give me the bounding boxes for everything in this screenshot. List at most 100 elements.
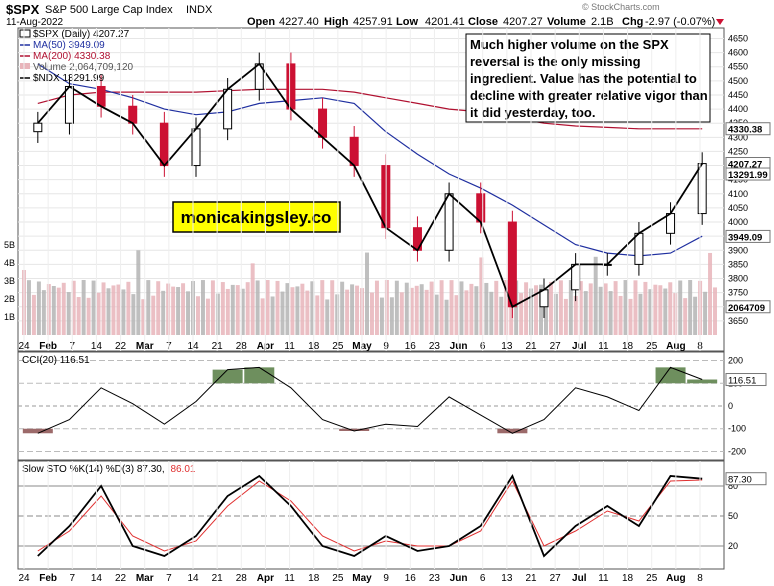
candle-body (318, 108, 328, 138)
ndx-tag-box (725, 167, 771, 181)
ndx-path (37, 62, 703, 309)
sto-axis: 80 50 20 87.30 (725, 472, 767, 551)
x-tick-label: 16 (405, 573, 417, 584)
volume-bar (464, 290, 469, 335)
volume-tag-box (725, 300, 771, 314)
volume-bar (205, 298, 210, 335)
volume-bar (593, 256, 598, 335)
volume-bar (384, 280, 389, 335)
legend-volume-swatch (20, 63, 30, 69)
cci-oversold-fill (497, 428, 528, 434)
volume-bar (350, 284, 355, 335)
volume-bar (46, 284, 51, 335)
cci-line (37, 366, 703, 434)
volume-bar (683, 298, 688, 335)
volume-bar (658, 285, 663, 335)
volume-bar (176, 287, 181, 335)
volume-tick-label: 3B (4, 276, 15, 286)
volume-bar (444, 299, 449, 335)
volume-bar (225, 288, 230, 335)
price-tick-label: 4550 (728, 62, 748, 72)
price-tick-label: 4600 (728, 48, 748, 58)
ma200-line (37, 88, 703, 130)
volume-bar (484, 282, 489, 335)
price-tick-label: 4100 (728, 189, 748, 199)
volume-bar (370, 292, 374, 335)
price-tick-label: 4300 (728, 132, 748, 142)
volume-bar (116, 284, 121, 335)
volume-bar (56, 287, 61, 335)
candle-body (634, 232, 644, 265)
volume-bar (31, 294, 36, 335)
candle-body (349, 136, 359, 167)
legend-price: $SPX (Daily) 4207.27 (33, 29, 130, 40)
volume-bar (126, 281, 131, 335)
candle-body (476, 193, 486, 223)
x-tick-label: 23 (429, 573, 441, 584)
x-axis-mid: 24Feb71422Mar7142128Apr111825May91623Jun… (18, 28, 703, 352)
close-label: Close (468, 16, 498, 28)
volume-bar (51, 286, 56, 335)
volume-bar (210, 280, 215, 335)
x-tick-label: 28 (236, 573, 248, 584)
volume-bar (81, 280, 86, 335)
x-tick-label: 14 (91, 573, 103, 584)
volume-bar (76, 297, 81, 335)
ma50-tag-text: 3949.09 (728, 232, 762, 243)
price-tick-label: 4450 (728, 90, 748, 100)
x-tick-label: Apr (257, 573, 274, 584)
volume-bar (300, 283, 305, 335)
cci-tick-label: -100 (728, 424, 746, 434)
cci-oversold-fill (339, 428, 370, 431)
volume-bar (315, 295, 320, 335)
volume-bar (553, 293, 558, 335)
legend-ndx: $NDX 13291.99 (33, 73, 105, 84)
last-price-tag-text: 4207.27 (728, 160, 762, 171)
volume-bar (91, 280, 96, 335)
volume-bar (558, 280, 563, 335)
chg-label: Chg (622, 16, 643, 28)
volume-bar (285, 283, 290, 335)
volume-bar (146, 280, 151, 335)
sto-title: Slow STO %K(14) %D(3) 87.30, 86.01 (22, 464, 196, 475)
volume-bar (703, 291, 708, 335)
volume-bar (141, 299, 146, 335)
x-tick-label: 21 (212, 573, 224, 584)
volume-bar (196, 296, 200, 335)
volume-bar (588, 283, 593, 335)
open-label: Open (247, 16, 275, 28)
volume-bar (96, 292, 101, 335)
volume-bar (424, 289, 429, 335)
price-tick-label: 3850 (728, 259, 748, 269)
volume-bar (26, 280, 31, 335)
volume-bar (186, 291, 191, 335)
sto-last-tag: 87.30 (728, 475, 752, 486)
sto-panel (17, 460, 725, 570)
volume-bar (41, 290, 46, 335)
volume-bar (583, 291, 588, 335)
ma200-tag-text: 4330.38 (728, 125, 762, 136)
volume-bar (151, 295, 156, 335)
volume-bar (499, 296, 504, 335)
x-tick-label: 24 (18, 573, 30, 584)
volume-bar (230, 284, 235, 335)
volume-bar (280, 291, 285, 335)
volume-bar (524, 282, 529, 335)
volume-bars (22, 250, 717, 335)
candle-body (507, 221, 517, 308)
candle-body (128, 105, 138, 124)
volume-bar (71, 280, 76, 335)
price-tick-label: 3900 (728, 245, 748, 255)
exchange: INDX (186, 4, 213, 16)
volume-label: Volume (547, 16, 586, 28)
close-value: 4207.27 (503, 16, 543, 28)
volume-bar (255, 280, 260, 335)
volume-bar (514, 280, 519, 335)
volume-bar (663, 288, 668, 335)
volume-bar (628, 298, 633, 335)
volume-bar (534, 285, 539, 335)
x-tick-label: Jun (450, 573, 468, 584)
price-tick-label: 4650 (728, 33, 748, 43)
chg-value: -2.97 (-0.07%) (645, 16, 715, 28)
